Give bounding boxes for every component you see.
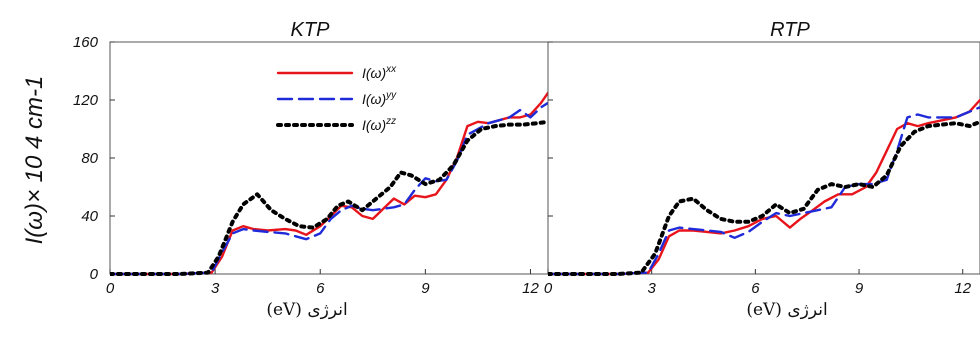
x-tick-label: 3	[648, 280, 657, 297]
series-line-iyy	[548, 106, 980, 276]
y-axis-label: I(ω)× 10 4 cm-1	[21, 76, 48, 245]
x-axis-label-rtp-text: انرژی (eV)	[746, 300, 828, 320]
x-tick-label: 3	[211, 280, 220, 297]
panel-rtp-plot: 0 3 6 9 12	[544, 41, 980, 297]
legend-label: I(ω)xx	[362, 64, 397, 81]
plot-frame	[109, 41, 549, 275]
y-tick-label: 160	[73, 34, 99, 51]
series-line-ixx	[548, 98, 980, 276]
x-axis-label-rtp: انرژی (eV)	[677, 300, 897, 320]
series-line-izz	[548, 119, 980, 276]
series-line-ixx	[110, 91, 548, 276]
x-axis-label-ktp: انرژی (eV)	[197, 300, 417, 320]
legend-label: I(ω)zz	[362, 116, 396, 133]
x-axis-label-ktp-text: انرژی (eV)	[266, 300, 348, 320]
y-tick-label: 40	[81, 208, 98, 225]
legend-label: I(ω)yy	[362, 90, 397, 107]
x-tick-label: 0	[544, 280, 553, 297]
x-tick-label: 9	[855, 280, 864, 297]
x-tick-label: 9	[421, 280, 430, 297]
chart-title-rtp: RTP	[770, 19, 810, 41]
panel-rtp: RTP 0 3 6 9 12	[544, 19, 980, 297]
y-tick-label: 0	[90, 266, 99, 283]
x-tick-label: 6	[316, 280, 325, 297]
y-tick-label: 80	[81, 150, 98, 167]
x-tick-label: 12	[522, 280, 539, 297]
y-tick-label: 120	[73, 92, 99, 109]
chart-title-ktp: KTP	[291, 19, 331, 41]
x-tick-label: 6	[751, 280, 760, 297]
legend: I(ω)xx I(ω)yy I(ω)zz	[276, 64, 397, 133]
plot-frame	[547, 41, 980, 275]
series-line-iyy	[110, 101, 548, 276]
x-tick-label: 0	[106, 280, 115, 297]
x-tick-label: 12	[954, 280, 971, 297]
series-line-izz	[110, 119, 548, 276]
